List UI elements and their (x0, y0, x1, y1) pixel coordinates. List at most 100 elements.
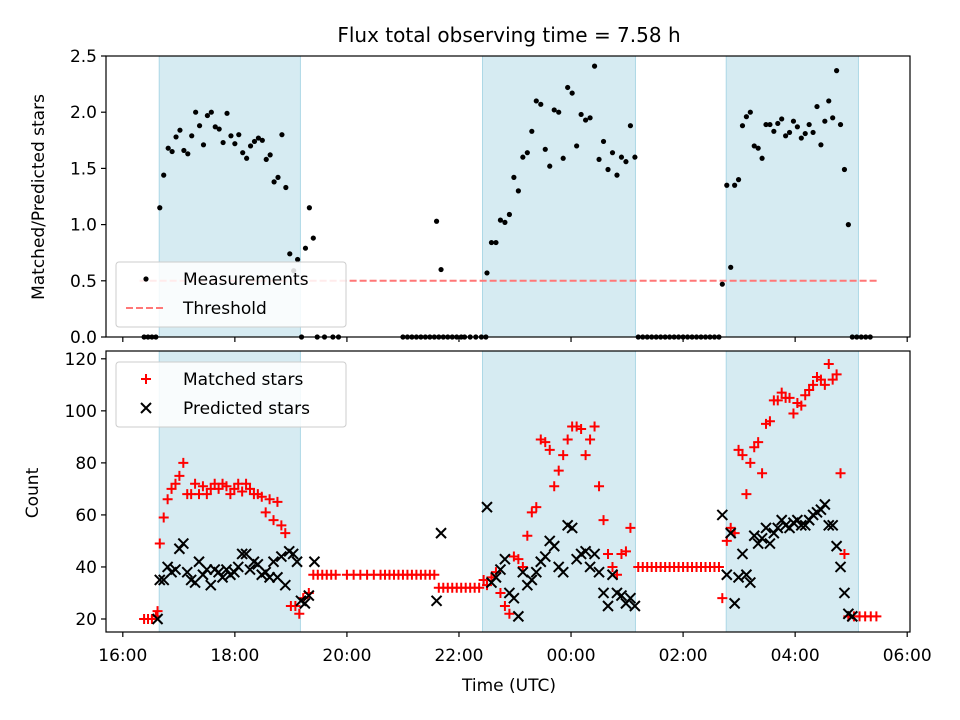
count-y-axis-label: Count (23, 467, 43, 518)
data-point (800, 390, 811, 401)
data-point (736, 548, 749, 560)
data-point (834, 68, 840, 74)
data-point (818, 142, 824, 148)
data-point (786, 129, 793, 136)
data-point (177, 127, 183, 133)
data-point (602, 600, 614, 612)
data-point (165, 145, 171, 151)
data-point (232, 141, 238, 147)
data-point (579, 545, 592, 558)
data-point (268, 515, 279, 526)
data-point (533, 98, 539, 104)
data-point (513, 554, 524, 565)
data-point (823, 519, 835, 532)
data-point (174, 470, 185, 481)
data-point (240, 150, 246, 156)
data-point (814, 103, 820, 110)
data-point (193, 109, 199, 115)
data-point (747, 109, 753, 115)
data-point (279, 132, 285, 138)
data-point (275, 550, 288, 563)
data-point (716, 509, 729, 521)
data-point (744, 576, 757, 589)
data-point (764, 416, 775, 427)
data-point (826, 519, 839, 532)
data-point (588, 548, 601, 560)
data-point (197, 481, 208, 492)
data-point (556, 109, 562, 115)
x-tick-label: 18:00 (210, 646, 259, 666)
x-tick-label: 02:00 (659, 646, 708, 666)
data-point (433, 218, 440, 224)
data-point (181, 566, 193, 578)
data-point (162, 494, 173, 505)
data-point (517, 561, 528, 572)
data-point (819, 379, 830, 390)
data-point (157, 205, 163, 211)
data-point (520, 154, 526, 160)
data-point (237, 486, 248, 497)
data-point (493, 239, 499, 246)
legend-frame (115, 261, 347, 328)
data-point (526, 574, 538, 586)
data-point (834, 561, 847, 573)
data-point (771, 128, 777, 134)
data-point (548, 540, 560, 552)
data-point (511, 174, 517, 180)
data-point (826, 98, 832, 104)
data-point (603, 548, 614, 559)
data-point (271, 179, 277, 185)
data-point (776, 387, 787, 398)
data-point (845, 222, 851, 228)
data-point (549, 481, 560, 492)
data-point (725, 527, 737, 539)
data-point (504, 608, 515, 619)
data-point (764, 537, 776, 550)
y-tick-label: 0.5 (70, 272, 97, 292)
data-point (618, 154, 625, 160)
data-point (494, 563, 507, 576)
data-point (728, 264, 734, 270)
data-point (569, 90, 575, 96)
data-point (562, 434, 573, 445)
data-point (166, 483, 177, 494)
data-point (216, 571, 229, 584)
x-axis-label: Time (UTC) (461, 676, 556, 696)
data-point (430, 595, 443, 607)
data-point (531, 502, 542, 513)
data-point (542, 146, 548, 152)
data-point (756, 532, 768, 545)
data-point (627, 123, 634, 129)
legend: Measurements Threshold (115, 261, 347, 328)
y-tick-label: 120 (65, 350, 97, 370)
data-point (499, 600, 510, 611)
data-point (815, 374, 826, 385)
legend-frame (115, 361, 347, 428)
data-point (783, 133, 789, 139)
data-point (229, 483, 240, 494)
data-point (739, 123, 746, 129)
data-point (530, 566, 543, 578)
data-point (775, 120, 781, 127)
data-point (190, 478, 201, 489)
data-point (551, 107, 557, 113)
shaded-window-3 (725, 55, 859, 338)
data-point (798, 135, 804, 141)
data-point (287, 251, 293, 257)
data-point (302, 245, 309, 251)
data-point (838, 587, 851, 599)
data-point (244, 483, 255, 494)
data-point (526, 507, 537, 518)
data-point (632, 154, 638, 160)
data-point (713, 561, 724, 572)
data-point (267, 556, 280, 568)
data-point (745, 457, 756, 468)
data-point (481, 501, 493, 513)
data-point (208, 109, 214, 115)
data-point (244, 155, 250, 161)
y-tick-label: 60 (75, 506, 97, 526)
axes-frame (105, 55, 911, 338)
data-point (822, 118, 828, 124)
data-point (767, 121, 773, 128)
data-point (251, 138, 258, 145)
